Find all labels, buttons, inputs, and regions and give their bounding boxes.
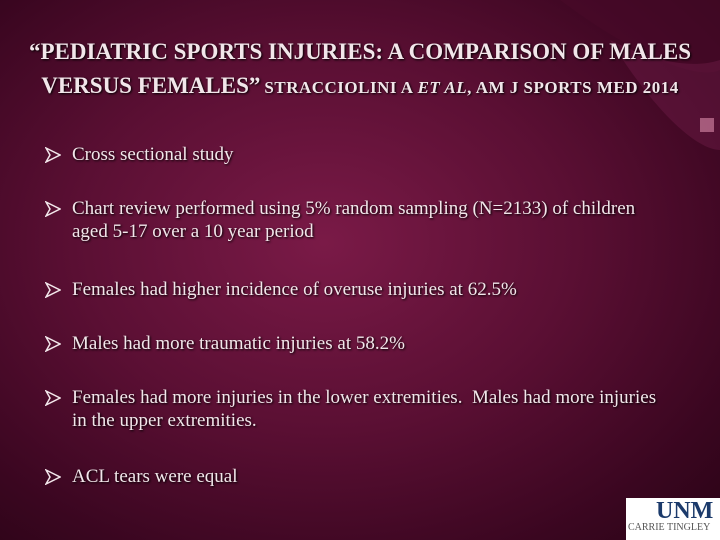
logo-name: UNM: [656, 498, 714, 524]
bullet-text: Cross sectional study: [72, 144, 234, 165]
bullet-text: Females had more injuries in the lower e…: [72, 387, 661, 431]
title-authors: STRACCIOLINI A: [264, 78, 414, 97]
logo: UNM CARRIE TINGLEY: [626, 498, 720, 540]
bullet-text: Females had higher incidence of overuse …: [72, 279, 517, 300]
bullet-arrow: [45, 469, 61, 485]
bullet-arrow: [45, 201, 61, 217]
bullet: Cross sectional study: [45, 143, 665, 166]
title-main: “PEDIATRIC SPORTS INJURIES: A COMPARISON…: [28, 39, 691, 98]
bullet-text: Chart review performed using 5% random s…: [72, 198, 640, 242]
logo-subtitle: CARRIE TINGLEY: [628, 522, 711, 533]
bullet: Males had more traumatic injuries at 58.…: [45, 332, 665, 355]
bullet: Females had more injuries in the lower e…: [45, 386, 665, 432]
bullet: ACL tears were equal: [45, 465, 665, 488]
bullet-arrow: [45, 336, 61, 352]
bullet-arrow: [45, 390, 61, 406]
bullet-arrow: [45, 147, 61, 163]
bullet-arrow: [45, 282, 61, 298]
title-etal: ET AL: [417, 78, 468, 97]
title: “PEDIATRIC SPORTS INJURIES: A COMPARISON…: [20, 36, 700, 104]
bullet: Chart review performed using 5% random s…: [45, 197, 665, 243]
bullet: Females had higher incidence of overuse …: [45, 278, 665, 301]
title-journal: , AM J SPORTS MED 2014: [467, 78, 679, 97]
bullet-text: Males had more traumatic injuries at 58.…: [72, 333, 405, 354]
bullet-text: ACL tears were equal: [72, 466, 238, 487]
